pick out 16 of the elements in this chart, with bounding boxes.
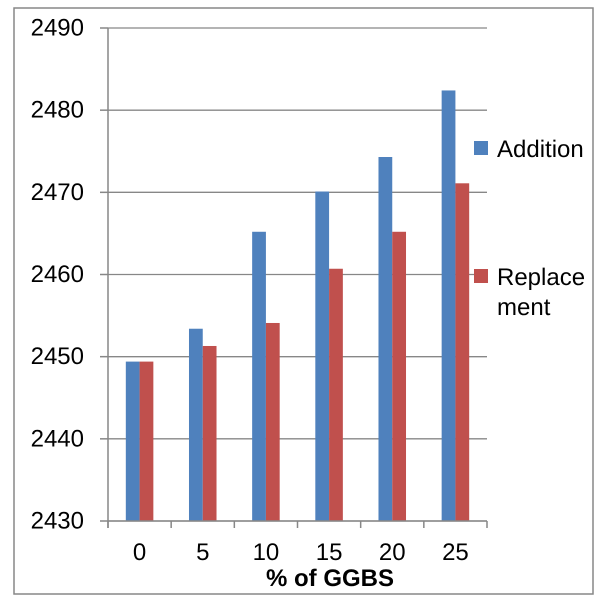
y-tick-label: 2470	[30, 178, 84, 206]
y-tick-label: 2490	[30, 14, 84, 42]
legend-label: Replacement	[497, 264, 586, 321]
x-tick-label: 15	[316, 539, 342, 566]
x-tick-label: 10	[252, 539, 280, 566]
x-axis-title: % of GGBS	[266, 565, 394, 592]
legend-label: Addition	[497, 136, 584, 163]
y-tick-label: 2430	[30, 508, 84, 534]
y-tick-label: 2440	[30, 425, 84, 452]
y-tick-label: 2450	[30, 343, 84, 370]
y-tick-label: 2460	[30, 261, 84, 288]
x-tick-label: 0	[132, 539, 146, 566]
x-tick-label: 20	[378, 539, 406, 566]
x-tick-label: 5	[196, 539, 210, 566]
x-tick-label: 25	[442, 539, 469, 566]
y-tick-label: 2480	[30, 96, 84, 124]
